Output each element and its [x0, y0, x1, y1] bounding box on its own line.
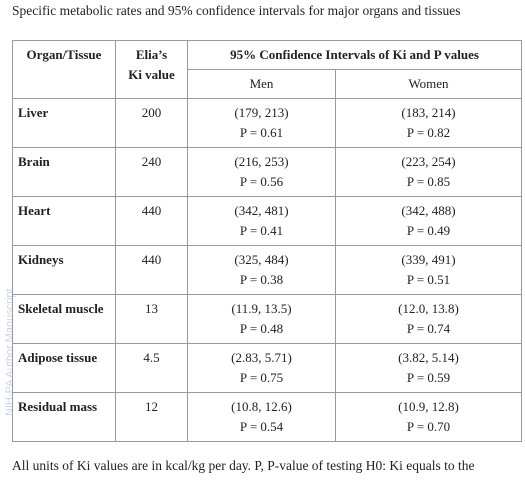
- p-value-text: P = 0.49: [406, 223, 451, 238]
- ki-cell: 440: [115, 196, 188, 246]
- interval-cell: (183, 214) P = 0.82: [334, 98, 523, 148]
- interval-cell: (11.9, 13.5) P = 0.48: [187, 294, 336, 344]
- header-cell: 95% Confidence Intervals of Ki and P val…: [186, 40, 523, 70]
- p-value-text: P = 0.61: [239, 125, 284, 140]
- interval-cell: (325, 484) P = 0.38: [187, 245, 336, 295]
- ki-cell: 12: [115, 392, 188, 442]
- table-row: Heart 440 (342, 481) P = 0.41 (342, 488) P = …: [12, 196, 523, 246]
- interval-text: (325, 484): [234, 252, 289, 267]
- table-row: Adipose tissue 4.5 (2.83, 5.71) P = 0.75 (3.…: [12, 343, 523, 393]
- subheader-row: Men Women: [13, 69, 523, 99]
- interval-text: (223, 254): [401, 154, 456, 169]
- interval-text: (11.9, 13.5): [231, 301, 292, 316]
- interval-cell: (216, 253) P = 0.56: [187, 147, 336, 197]
- interval-cell: (339, 491) P = 0.51: [334, 245, 523, 295]
- interval-text: (179, 213): [234, 105, 289, 120]
- interval-text: (2.83, 5.71): [231, 350, 292, 365]
- interval-text: (342, 481): [234, 203, 289, 218]
- organ-cell: Heart: [12, 196, 116, 246]
- interval-cell: (342, 488) P = 0.49: [334, 196, 523, 246]
- organ-cell: Brain: [12, 147, 116, 197]
- interval-cell: (3.82, 5.14) P = 0.59: [334, 343, 523, 393]
- ki-cell: 13: [115, 294, 188, 344]
- organ-cell: Adipose tissue: [12, 343, 116, 393]
- interval-text: (3.82, 5.14): [398, 350, 459, 365]
- organ-cell: Skeletal muscle: [12, 294, 116, 344]
- interval-text: (339, 491): [401, 252, 456, 267]
- table-row: Brain 240 (216, 253) P = 0.56 (223, 254) P = …: [12, 147, 523, 197]
- header-text: Ki value: [128, 67, 175, 82]
- header-text: Elia’s: [135, 47, 168, 62]
- organ-cell: Liver: [12, 98, 116, 148]
- interval-text: (342, 488): [401, 203, 456, 218]
- ki-cell: 200: [115, 98, 188, 148]
- p-value-text: P = 0.38: [239, 272, 284, 287]
- table-row: Residual mass 12 (10.8, 12.6) P = 0.54 (10.9…: [12, 392, 523, 442]
- organ-cell: Residual mass: [12, 392, 116, 442]
- ki-cell: 240: [115, 147, 188, 197]
- interval-cell: (10.8, 12.6) P = 0.54: [187, 392, 336, 442]
- interval-text: (10.9, 12.8): [398, 399, 459, 414]
- header-cell: Men: [187, 69, 336, 99]
- header-text: Organ/Tissue: [26, 47, 102, 62]
- interval-cell: (223, 254) P = 0.85: [334, 147, 523, 197]
- interval-cell: (179, 213) P = 0.61: [187, 98, 336, 148]
- interval-text: (216, 253): [234, 154, 289, 169]
- header-text: 95% Confidence Intervals of Ki and P val…: [230, 47, 479, 62]
- p-value-text: P = 0.54: [239, 419, 284, 434]
- p-value-text: P = 0.41: [239, 223, 284, 238]
- footnote: All units of Ki values are in kcal/kg pe…: [12, 458, 475, 473]
- ki-cell: 4.5: [115, 343, 188, 393]
- p-value-text: P = 0.75: [239, 370, 284, 385]
- interval-cell: (342, 481) P = 0.41: [187, 196, 336, 246]
- table-row: Kidneys 440 (325, 484) P = 0.38 (339, 491) P …: [12, 245, 523, 295]
- interval-cell: (10.9, 12.8) P = 0.70: [334, 392, 523, 442]
- table-row: Skeletal muscle 13 (11.9, 13.5) P = 0.48 (12…: [12, 294, 523, 344]
- header-cell: Women: [334, 69, 523, 99]
- data-table: Organ/Tissue Elia’s Ki value 95% Confidence…: [12, 40, 523, 442]
- header-cell: Elia’s Ki value: [115, 40, 188, 99]
- interval-cell: (2.83, 5.71) P = 0.75: [187, 343, 336, 393]
- p-value-text: P = 0.70: [406, 419, 451, 434]
- interval-text: (12.0, 13.8): [398, 301, 459, 316]
- interval-text: (183, 214): [401, 105, 456, 120]
- p-value-text: P = 0.48: [239, 321, 284, 336]
- p-value-text: P = 0.85: [406, 174, 451, 189]
- p-value-text: P = 0.74: [406, 321, 451, 336]
- table-title: Specific metabolic rates and 95% confide…: [12, 3, 461, 18]
- p-value-text: P = 0.82: [406, 125, 451, 140]
- header-cell: Organ/Tissue: [12, 40, 116, 99]
- ki-cell: 440: [115, 245, 188, 295]
- p-value-text: P = 0.56: [239, 174, 284, 189]
- table-row: Liver 200 (179, 213) P = 0.61 (183, 214) P = …: [12, 98, 523, 148]
- p-value-text: P = 0.51: [406, 272, 451, 287]
- interval-cell: (12.0, 13.8) P = 0.74: [334, 294, 523, 344]
- p-value-text: P = 0.59: [406, 370, 451, 385]
- header-row: Organ/Tissue Elia’s Ki value 95% Confidence…: [12, 40, 523, 99]
- interval-text: (10.8, 12.6): [231, 399, 292, 414]
- organ-cell: Kidneys: [12, 245, 116, 295]
